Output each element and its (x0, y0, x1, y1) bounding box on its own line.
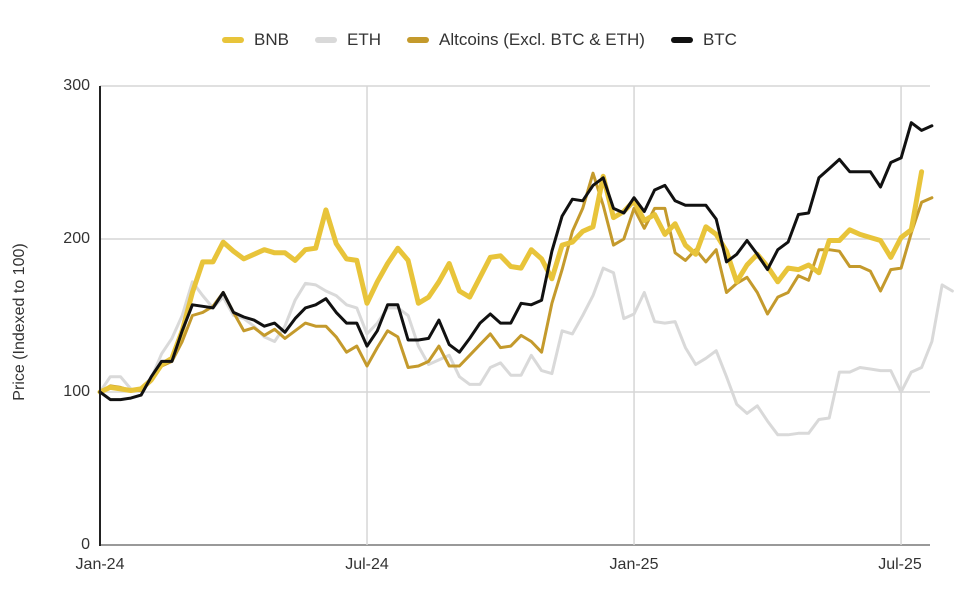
legend-item-bnb[interactable]: BNB (222, 30, 289, 50)
y-tick-0: 0 (81, 536, 90, 553)
legend-label: ETH (347, 30, 382, 49)
legend-label: BNB (254, 30, 290, 49)
y-tick-300: 300 (63, 77, 90, 94)
series-line-btc[interactable] (98, 121, 934, 402)
chart-legend: BNB ETH Altcoins (Excl. BTC & ETH) BTC (0, 30, 959, 50)
x-tick-jan-25: Jan-25 (609, 556, 659, 573)
legend-item-btc[interactable]: BTC (670, 30, 737, 50)
series-line-eth[interactable] (98, 266, 954, 437)
x-tick-jan-24: Jan-24 (75, 556, 125, 573)
y-tick-200: 200 (63, 230, 90, 247)
gridlines (100, 85, 930, 546)
legend-label: Altcoins (Excl. BTC & ETH) (439, 30, 645, 49)
eth-swatch-icon (315, 37, 338, 43)
series-line-altcoins[interactable] (98, 171, 934, 394)
bnb-swatch-icon (222, 37, 245, 43)
y-tick-100: 100 (63, 383, 90, 400)
series-lines (97, 121, 954, 437)
legend-item-eth[interactable]: ETH (315, 30, 381, 50)
x-tick-jul-25: Jul-25 (878, 556, 922, 573)
series-line-bnb[interactable] (97, 169, 925, 395)
legend-item-altcoins[interactable]: Altcoins (Excl. BTC & ETH) (407, 30, 645, 50)
btc-swatch-icon (670, 37, 693, 43)
altcoins-swatch-icon (407, 37, 430, 43)
x-tick-jul-24: Jul-24 (345, 556, 389, 573)
legend-label: BTC (702, 30, 737, 49)
